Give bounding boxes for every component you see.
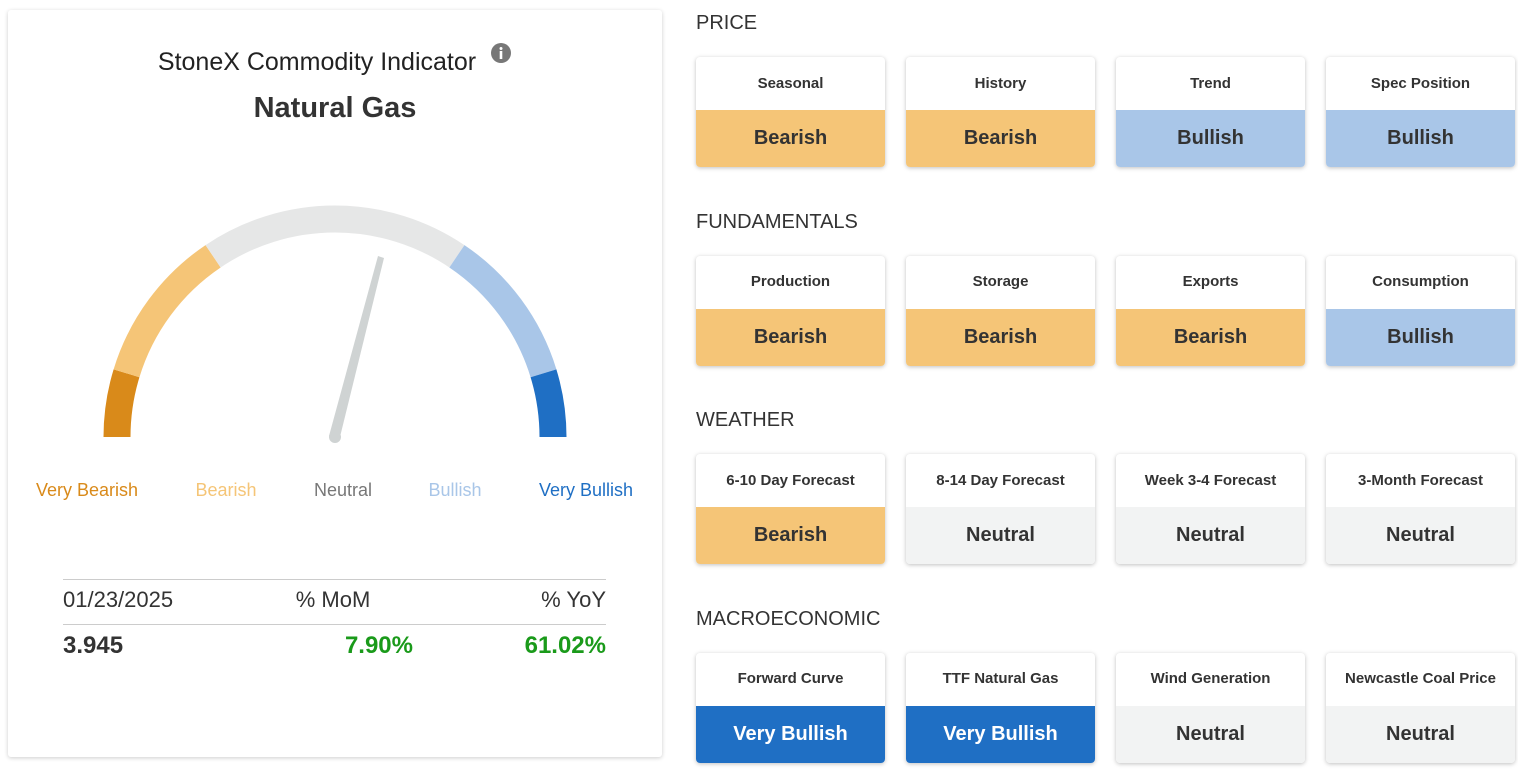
- card-signal: Bullish: [1116, 110, 1305, 167]
- signal-card: Newcastle Coal Price Neutral: [1326, 652, 1515, 763]
- card-label: Consumption: [1372, 273, 1469, 290]
- section-title: MACROECONOMIC: [696, 607, 881, 630]
- section-title: FUNDAMENTALS: [696, 210, 858, 233]
- card-label: Wind Generation: [1150, 670, 1271, 687]
- signal-card: Consumption Bullish: [1326, 255, 1515, 366]
- card-label: Spec Position: [1370, 74, 1471, 92]
- card-signal: Bearish: [696, 507, 885, 564]
- gauge: [103, 205, 567, 443]
- scale-label: Bullish: [428, 480, 482, 500]
- divider: [63, 579, 606, 580]
- date: 01/23/2025: [63, 587, 174, 612]
- indicator-title: StoneX Commodity Indicator: [8, 42, 662, 77]
- mom-value: 7.90%: [344, 632, 413, 659]
- card-signal: Bearish: [906, 308, 1095, 366]
- section-title: PRICE: [696, 12, 758, 34]
- card-signal: Bearish: [696, 308, 885, 366]
- section-title: WEATHER: [696, 409, 795, 431]
- card-label: 8-14 Day Forecast: [936, 471, 1065, 489]
- card-signal: Bearish: [906, 110, 1095, 167]
- card-label: 6-10 Day Forecast: [726, 471, 855, 489]
- needle-hub: [329, 431, 341, 443]
- signal-card: Production Bearish: [696, 255, 885, 366]
- card-label: Week 3-4 Forecast: [1144, 471, 1277, 489]
- card-signal: Bullish: [1326, 308, 1515, 366]
- commodity: Natural Gas: [253, 92, 417, 124]
- scale-label: Neutral: [313, 480, 373, 500]
- title-text: StoneX Commodity Indicator: [157, 48, 477, 76]
- signal-card: 3-Month Forecast Neutral: [1326, 454, 1515, 564]
- card-label: Exports: [1182, 273, 1239, 290]
- signal-card: Seasonal Bearish: [696, 57, 885, 167]
- info-icon[interactable]: [490, 42, 512, 64]
- card-signal: Very Bullish: [906, 705, 1095, 763]
- card-signal: Bearish: [696, 110, 885, 167]
- scale-label: Bearish: [195, 480, 257, 500]
- signal-card: 8-14 Day Forecast Neutral: [906, 454, 1095, 564]
- card-label: History: [974, 74, 1027, 92]
- yoy-label: % YoY: [541, 587, 606, 612]
- yoy-value: 61.02%: [524, 632, 606, 659]
- signal-card: Forward Curve Very Bullish: [696, 652, 885, 763]
- signal-card: Exports Bearish: [1116, 255, 1305, 366]
- gauge-segment: [205, 205, 465, 268]
- signal-card: Trend Bullish: [1116, 57, 1305, 167]
- gauge-segment: [103, 369, 140, 438]
- scale-label: Very Bullish: [538, 480, 634, 500]
- signal-card: Week 3-4 Forecast Neutral: [1116, 454, 1305, 564]
- gauge-segment: [449, 245, 557, 378]
- card-label: Newcastle Coal Price: [1345, 670, 1496, 687]
- indicator-panel: StoneX Commodity Indicator Natural Gas 0…: [8, 10, 662, 757]
- card-label: Production: [750, 273, 831, 290]
- signal-card: 6-10 Day Forecast Bearish: [696, 454, 885, 564]
- card-signal: Neutral: [1116, 507, 1305, 564]
- signal-card: Storage Bearish: [906, 255, 1095, 366]
- gauge-segment: [113, 245, 221, 378]
- card-signal: Neutral: [1326, 507, 1515, 564]
- card-label: Forward Curve: [737, 670, 844, 687]
- gauge-segment: [530, 369, 567, 438]
- card-label: Trend: [1190, 74, 1231, 92]
- scale-label: Very Bearish: [35, 480, 139, 500]
- card-signal: Very Bullish: [696, 705, 885, 763]
- signal-card: Wind Generation Neutral: [1116, 652, 1305, 763]
- card-label: Storage: [972, 273, 1029, 290]
- signal-card: Spec Position Bullish: [1326, 57, 1515, 167]
- card-signal: Bearish: [1116, 308, 1305, 366]
- signal-card: TTF Natural Gas Very Bullish: [906, 652, 1095, 763]
- signal-card: History Bearish: [906, 57, 1095, 167]
- card-signal: Neutral: [1116, 705, 1305, 763]
- card-signal: Bullish: [1326, 110, 1515, 167]
- card-signal: Neutral: [906, 507, 1095, 564]
- divider: [63, 624, 606, 625]
- mom-label: % MoM: [295, 587, 371, 612]
- card-label: Seasonal: [757, 74, 824, 92]
- card-signal: Neutral: [1326, 705, 1515, 763]
- price: 3.945: [63, 632, 124, 659]
- card-label: TTF Natural Gas: [942, 670, 1059, 687]
- card-label: 3-Month Forecast: [1357, 471, 1483, 489]
- needle: [329, 256, 384, 441]
